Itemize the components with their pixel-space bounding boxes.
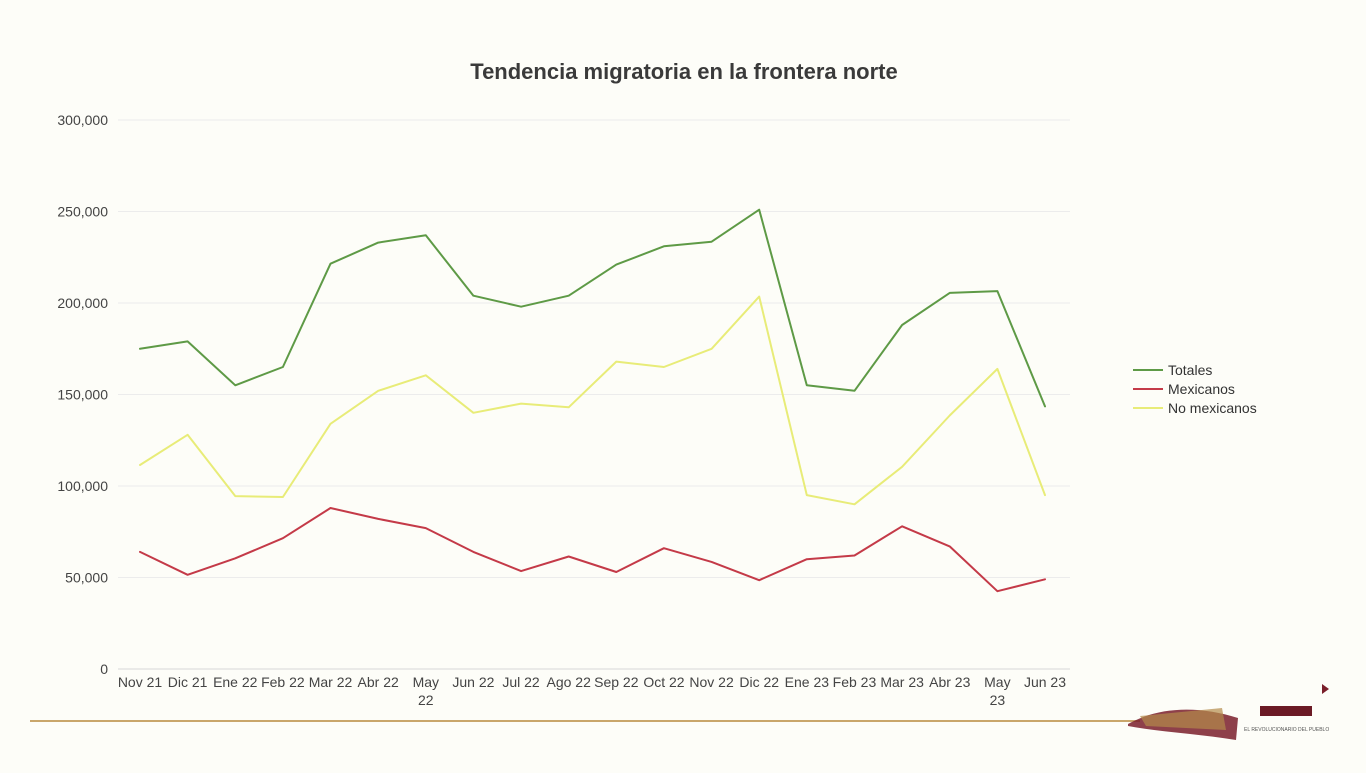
logo-emblem-gold <box>1140 708 1226 730</box>
series-lines <box>139 208 1046 593</box>
y-tick-label: 50,000 <box>65 570 108 586</box>
x-tick-label: Jul 22 <box>502 674 540 690</box>
gridlines <box>118 119 1070 670</box>
x-tick-label-line: Dic 22 <box>739 674 779 690</box>
x-tick-label-line: Abr 22 <box>358 674 399 690</box>
x-tick-label-line: Mar 23 <box>880 674 924 690</box>
x-tick-label-line: Mar 22 <box>309 674 353 690</box>
x-tick-label-line: Feb 22 <box>261 674 305 690</box>
legend-label-totales: Totales <box>1168 362 1212 378</box>
x-tick-label-line: 23 <box>990 692 1006 708</box>
x-tick-label: Feb 23 <box>833 674 877 690</box>
x-tick-label: Sep 22 <box>594 674 639 690</box>
x-tick-label-line: 22 <box>418 692 434 708</box>
x-tick-label: Feb 22 <box>261 674 305 690</box>
x-tick-label-line: Ago 22 <box>546 674 591 690</box>
y-axis-tick-labels: 0 50,000 100,000 150,000 200,000 250,000 300,0… <box>57 112 108 677</box>
y-tick-label: 150,000 <box>57 387 108 403</box>
x-tick-label: May 23 <box>984 674 1010 708</box>
x-tick-label: Jun 22 <box>452 674 494 690</box>
x-tick-label-line: Jun 23 <box>1024 674 1066 690</box>
x-tick-label: Ene 22 <box>213 674 258 690</box>
series-line-no-mexicanos <box>139 295 1046 506</box>
x-tick-label: Oct 22 <box>643 674 684 690</box>
x-tick-label: Nov 21 <box>118 674 163 690</box>
y-tick-label: 100,000 <box>57 478 108 494</box>
x-tick-label: May 22 <box>413 674 439 708</box>
x-tick-label: Ene 23 <box>785 674 830 690</box>
y-tick-label: 300,000 <box>57 112 108 128</box>
x-tick-label: Mar 23 <box>880 674 924 690</box>
legend-label-no-mexicanos: No mexicanos <box>1168 400 1257 416</box>
x-tick-label-line: Nov 22 <box>689 674 734 690</box>
logo-arrow-icon <box>1322 684 1329 694</box>
x-tick-label: Abr 23 <box>929 674 970 690</box>
x-tick-label: Abr 22 <box>358 674 399 690</box>
x-tick-label-line: Jun 22 <box>452 674 494 690</box>
y-tick-label: 250,000 <box>57 204 108 220</box>
x-tick-label-line: Oct 22 <box>643 674 684 690</box>
x-tick-label-line: Feb 23 <box>833 674 877 690</box>
x-tick-label-line: Jul 22 <box>502 674 540 690</box>
x-tick-label-line: May <box>413 674 439 690</box>
x-tick-label-line: Dic 21 <box>168 674 208 690</box>
x-tick-label: Dic 21 <box>168 674 208 690</box>
x-axis-tick-labels: Nov 21 Dic 21 Ene 22 Feb 22 Mar 22 Abr 22 May 2… <box>118 674 1066 708</box>
y-tick-label: 200,000 <box>57 295 108 311</box>
x-tick-label-line: Ene 22 <box>213 674 258 690</box>
x-tick-label-line: Abr 23 <box>929 674 970 690</box>
logo-caption: EL REVOLUCIONARIO DEL PUEBLO <box>1244 727 1329 733</box>
x-tick-label-line: May <box>984 674 1010 690</box>
x-tick-label: Nov 22 <box>689 674 734 690</box>
x-tick-label-line: Sep 22 <box>594 674 639 690</box>
x-tick-label: Dic 22 <box>739 674 779 690</box>
series-line-mexicanos <box>139 507 1046 593</box>
legend: Totales Mexicanos No mexicanos <box>1133 362 1257 416</box>
government-logo: EL REVOLUCIONARIO DEL PUEBLO <box>1128 684 1329 740</box>
x-tick-label: Ago 22 <box>546 674 591 690</box>
x-tick-label: Jun 23 <box>1024 674 1066 690</box>
x-tick-label-line: Nov 21 <box>118 674 163 690</box>
logo-wordmark-bar <box>1260 706 1312 716</box>
chart-title: Tendencia migratoria en la frontera nort… <box>470 59 897 84</box>
y-tick-label: 0 <box>100 661 108 677</box>
x-tick-label: Mar 22 <box>309 674 353 690</box>
x-tick-label-line: Ene 23 <box>785 674 830 690</box>
series-line-totales <box>139 208 1046 408</box>
legend-label-mexicanos: Mexicanos <box>1168 381 1235 397</box>
